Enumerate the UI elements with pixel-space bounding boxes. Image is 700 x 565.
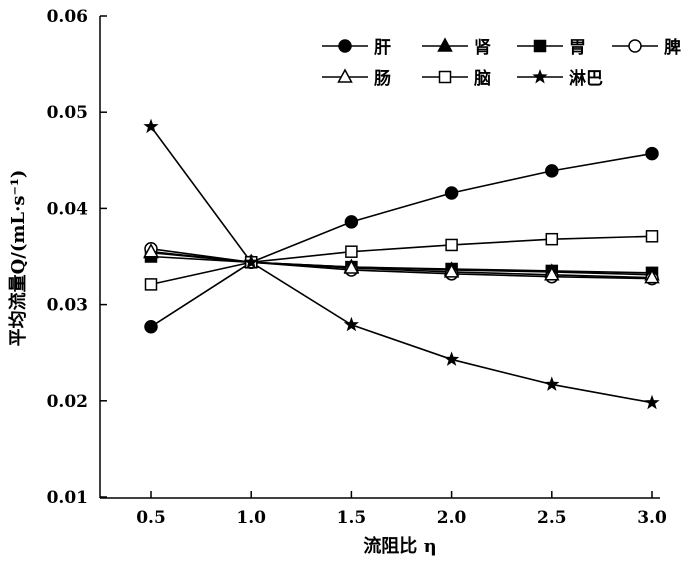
star-marker <box>644 394 660 410</box>
star-marker <box>544 376 560 391</box>
star-marker <box>243 254 259 269</box>
y-axis-label: 平均流量Q/(mL·s⁻¹) <box>7 170 29 347</box>
square-open-marker <box>645 230 659 243</box>
y-tick-label: 0.03 <box>47 296 88 316</box>
plot-frame <box>99 16 660 499</box>
series-markers-1 <box>143 244 660 281</box>
legend-label: 肠 <box>374 69 391 89</box>
legend-label: 胃 <box>569 38 586 58</box>
series-markers-0 <box>144 146 659 334</box>
triangle-open-marker <box>143 243 159 258</box>
series-markers-6 <box>143 118 660 410</box>
star-marker <box>532 69 548 84</box>
y-axis-ticks: 0.01 0.02 0.03 0.04 0.05 0.06 <box>47 7 107 508</box>
legend: 肝 肾 胃 脾肠 脑 淋巴 <box>322 37 681 89</box>
legend-item: 肾 <box>422 37 491 58</box>
legend-item: 肠 <box>322 68 391 89</box>
triangle-open-marker <box>544 266 560 281</box>
circle-filled-marker <box>444 186 459 200</box>
legend-item: 胃 <box>517 38 586 58</box>
series-3 <box>150 248 653 280</box>
legend-item: 肝 <box>322 38 391 58</box>
series-line <box>150 250 653 279</box>
series-markers-4 <box>143 243 660 284</box>
series-group <box>143 118 660 410</box>
legend-item: 脑 <box>422 68 491 89</box>
x-tick-label: 2.5 <box>537 508 567 528</box>
series-line <box>150 235 653 286</box>
square-open-marker <box>144 278 158 291</box>
legend-item: 淋巴 <box>517 68 603 89</box>
series-4 <box>150 250 653 279</box>
square-open-marker <box>445 238 458 252</box>
star-marker <box>444 351 460 366</box>
square-filled-marker <box>533 39 547 53</box>
circle-filled-marker <box>344 215 359 229</box>
circle-filled-marker <box>144 319 158 334</box>
y-tick-label: 0.01 <box>47 488 88 508</box>
series-line <box>150 248 653 280</box>
x-tick-label: 1.0 <box>236 508 266 528</box>
series-6 <box>150 126 653 404</box>
x-tick-label: 0.5 <box>136 508 166 528</box>
series-0 <box>150 152 653 328</box>
legend-label: 淋巴 <box>569 68 603 89</box>
y-tick-label: 0.05 <box>47 103 88 123</box>
legend-item: 脾 <box>612 37 681 58</box>
series-5 <box>150 235 653 286</box>
y-tick-label: 0.06 <box>47 7 88 27</box>
triangle-open-marker <box>343 259 360 274</box>
legend-label: 脑 <box>474 68 491 89</box>
legend-label: 脾 <box>664 37 681 58</box>
triangle-open-marker <box>443 263 460 278</box>
series-line <box>150 152 653 328</box>
y-tick-label: 0.02 <box>47 392 88 412</box>
x-tick-label: 2.0 <box>437 508 467 528</box>
circle-open-marker <box>628 39 642 53</box>
triangle-open-marker <box>337 68 353 83</box>
x-axis-ticks: 0.5 1.0 1.5 2.0 2.5 3.0 <box>136 491 667 528</box>
star-marker <box>343 316 359 332</box>
square-open-marker <box>545 232 559 246</box>
legend-label: 肾 <box>474 38 491 58</box>
circle-filled-marker <box>645 146 659 161</box>
y-tick-label: 0.04 <box>47 199 89 219</box>
series-markers-2 <box>144 250 659 280</box>
circle-filled-marker <box>545 164 559 178</box>
circle-filled-marker <box>338 39 352 53</box>
x-axis-label: 流阻比 η <box>363 535 436 557</box>
triangle-filled-marker <box>437 37 453 52</box>
x-tick-label: 1.5 <box>337 508 367 528</box>
x-tick-label: 3.0 <box>637 508 667 528</box>
series-line <box>150 126 653 404</box>
square-open-marker <box>438 70 452 84</box>
square-open-marker <box>345 245 358 258</box>
triangle-open-marker <box>644 269 660 284</box>
legend-label: 肝 <box>374 38 391 58</box>
star-marker <box>143 118 159 134</box>
